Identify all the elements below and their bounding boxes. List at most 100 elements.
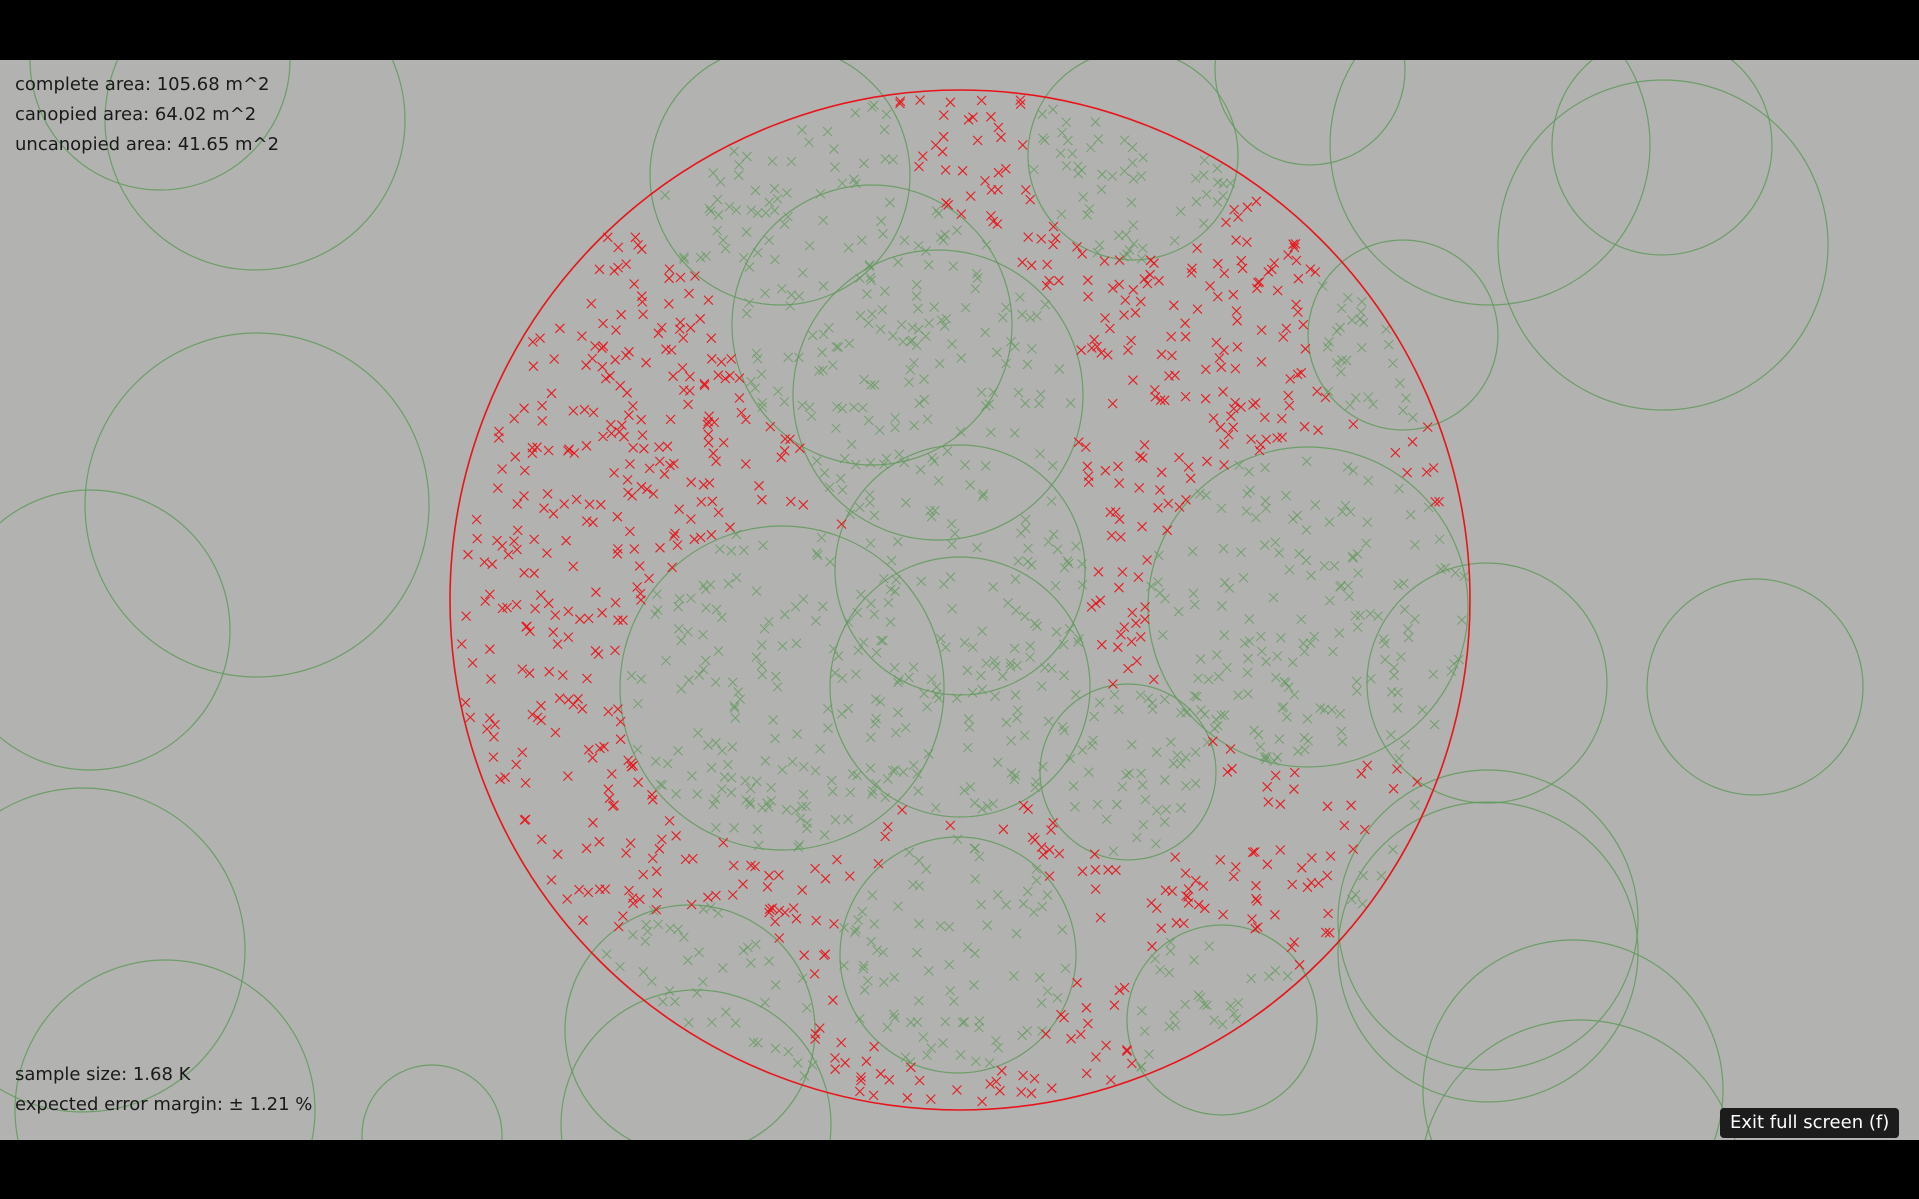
canopied-sample-point xyxy=(1189,599,1200,610)
uncanopied-sample-point xyxy=(598,431,608,442)
uncanopied-sample-point xyxy=(595,743,605,754)
uncanopied-sample-point xyxy=(583,613,594,624)
canopied-sample-point xyxy=(1038,133,1048,144)
uncanopied-sample-point xyxy=(986,111,996,122)
uncanopied-sample-point xyxy=(740,459,751,469)
canopied-sample-point xyxy=(1283,682,1294,692)
canopied-sample-point xyxy=(980,327,991,338)
uncanopied-sample-point xyxy=(487,559,498,570)
canopied-sample-point xyxy=(1344,591,1355,602)
uncanopied-sample-point xyxy=(615,716,626,727)
canopied-sample-point xyxy=(1112,799,1122,810)
uncanopied-sample-point xyxy=(1228,289,1239,300)
canopied-sample-point xyxy=(853,915,864,925)
uncanopied-sample-point xyxy=(1246,434,1256,444)
uncanopied-sample-point xyxy=(1107,283,1118,294)
canopied-sample-point xyxy=(988,798,998,809)
uncanopied-sample-point xyxy=(1218,909,1228,920)
uncanopied-sample-point xyxy=(664,264,675,274)
canopied-sample-point xyxy=(882,774,893,784)
canopied-sample-point xyxy=(882,1022,893,1033)
uncanopied-sample-point xyxy=(776,452,787,463)
plot-boundary-circle xyxy=(449,89,1471,1111)
uncanopied-sample-point xyxy=(600,373,611,384)
canopied-sample-point xyxy=(1394,483,1405,494)
canopied-sample-point xyxy=(904,377,914,388)
uncanopied-sample-point xyxy=(1095,595,1106,606)
uncanopied-sample-point xyxy=(546,875,557,885)
uncanopied-sample-point xyxy=(1016,1087,1027,1097)
uncanopied-sample-point xyxy=(1168,300,1179,311)
uncanopied-sample-point xyxy=(750,861,760,872)
canopied-sample-point xyxy=(1010,690,1021,700)
canopied-sample-point xyxy=(843,814,853,824)
canopied-sample-point xyxy=(802,823,812,834)
uncanopied-sample-point xyxy=(1283,250,1293,260)
uncanopied-sample-point xyxy=(1275,845,1286,855)
uncanopied-sample-point xyxy=(703,295,714,305)
uncanopied-sample-point xyxy=(1289,784,1299,795)
uncanopied-sample-point xyxy=(511,759,522,770)
canopied-sample-point xyxy=(1410,539,1420,550)
exit-fullscreen-button[interactable]: Exit full screen (f) xyxy=(1720,1108,1900,1138)
canopied-sample-point xyxy=(1161,804,1172,815)
canopied-sample-point xyxy=(1127,142,1138,153)
uncanopied-sample-point xyxy=(1050,233,1061,244)
canopy-simulation-view[interactable]: complete area: 105.68 m^2 canopied area:… xyxy=(0,60,1919,1140)
canopied-sample-point xyxy=(885,617,896,627)
uncanopied-sample-point xyxy=(1231,306,1242,316)
canopied-sample-point xyxy=(686,593,696,604)
canopied-sample-point xyxy=(786,290,797,300)
canopied-sample-point xyxy=(847,769,858,779)
canopied-sample-point xyxy=(1282,712,1292,722)
canopied-sample-point xyxy=(1040,662,1050,673)
canopied-sample-point xyxy=(698,629,708,640)
uncanopied-sample-point xyxy=(628,442,639,453)
canopied-sample-point xyxy=(804,402,815,413)
uncanopied-sample-point xyxy=(1122,1046,1132,1057)
canopied-sample-point xyxy=(890,586,900,597)
canopied-sample-point xyxy=(1032,621,1042,631)
uncanopied-sample-point xyxy=(706,353,717,364)
canopied-sample-point xyxy=(641,919,652,930)
canopied-sample-point xyxy=(909,420,920,431)
canopied-sample-point xyxy=(908,879,918,890)
canopied-sample-point xyxy=(980,461,991,471)
canopied-sample-point xyxy=(1261,751,1272,762)
uncanopied-sample-point xyxy=(626,758,637,769)
uncanopied-sample-point xyxy=(1421,467,1432,477)
uncanopied-sample-point xyxy=(1156,923,1167,934)
canopied-sample-point xyxy=(1172,750,1183,761)
canopied-sample-point xyxy=(1113,704,1124,715)
uncanopied-sample-point xyxy=(1252,283,1262,294)
canopied-sample-point xyxy=(744,262,755,272)
uncanopied-sample-point xyxy=(605,419,616,430)
canopied-sample-point xyxy=(965,781,976,792)
canopied-sample-point xyxy=(1093,134,1104,144)
uncanopied-sample-point xyxy=(1305,264,1316,274)
uncanopied-sample-point xyxy=(497,464,508,474)
canopied-sample-point xyxy=(880,154,891,164)
canopied-sample-point xyxy=(946,539,957,550)
uncanopied-sample-point xyxy=(471,514,482,525)
canopied-sample-point xyxy=(713,210,724,220)
canopied-sample-point xyxy=(823,703,833,714)
canopied-sample-point xyxy=(858,960,869,971)
canopied-sample-point xyxy=(869,919,880,929)
uncanopied-sample-point xyxy=(1225,744,1236,754)
canopied-sample-point xyxy=(1222,662,1232,673)
uncanopied-sample-point xyxy=(1390,447,1401,458)
canopied-sample-point xyxy=(1389,670,1399,681)
canopied-sample-point xyxy=(1121,230,1131,240)
canopied-sample-point xyxy=(757,397,768,408)
canopied-sample-point xyxy=(1189,955,1199,965)
canopied-sample-point xyxy=(1121,770,1132,780)
canopied-sample-point xyxy=(1101,814,1112,825)
canopied-sample-point xyxy=(1037,901,1048,912)
canopied-sample-point xyxy=(1203,674,1214,685)
uncanopied-sample-point xyxy=(557,670,568,680)
uncanopied-sample-point xyxy=(840,1057,850,1068)
canopy-circle xyxy=(14,959,316,1140)
canopied-sample-point xyxy=(862,289,872,299)
uncanopied-sample-point xyxy=(503,549,514,560)
